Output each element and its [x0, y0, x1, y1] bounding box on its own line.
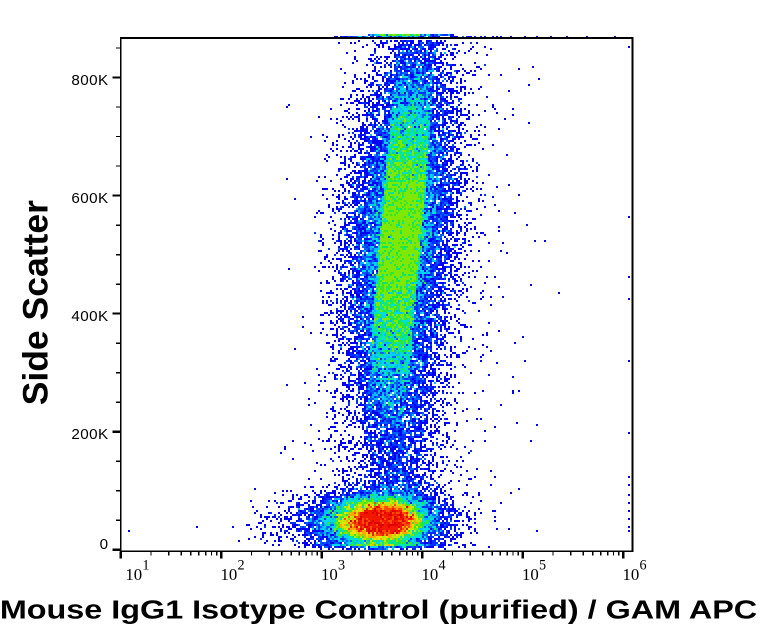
svg-text:600K: 600K: [71, 190, 108, 207]
svg-text:800K: 800K: [71, 72, 108, 89]
svg-text:200K: 200K: [71, 426, 108, 443]
svg-text:1: 1: [142, 558, 149, 574]
svg-text:Side Scatter: Side Scatter: [16, 200, 56, 405]
svg-text:400K: 400K: [71, 308, 108, 325]
svg-text:4: 4: [439, 558, 446, 574]
svg-text:2: 2: [238, 558, 245, 574]
svg-text:10: 10: [125, 565, 142, 584]
svg-text:10: 10: [321, 565, 338, 584]
svg-text:10: 10: [422, 565, 439, 584]
svg-text:6: 6: [640, 558, 647, 574]
svg-text:Mouse IgG1 Isotype Control (pu: Mouse IgG1 Isotype Control (purified) / …: [0, 595, 757, 624]
svg-text:0: 0: [100, 536, 109, 553]
svg-text:10: 10: [522, 565, 539, 584]
svg-text:10: 10: [623, 565, 640, 584]
svg-text:3: 3: [338, 558, 345, 574]
svg-text:5: 5: [539, 558, 546, 574]
svg-text:10: 10: [221, 565, 238, 584]
